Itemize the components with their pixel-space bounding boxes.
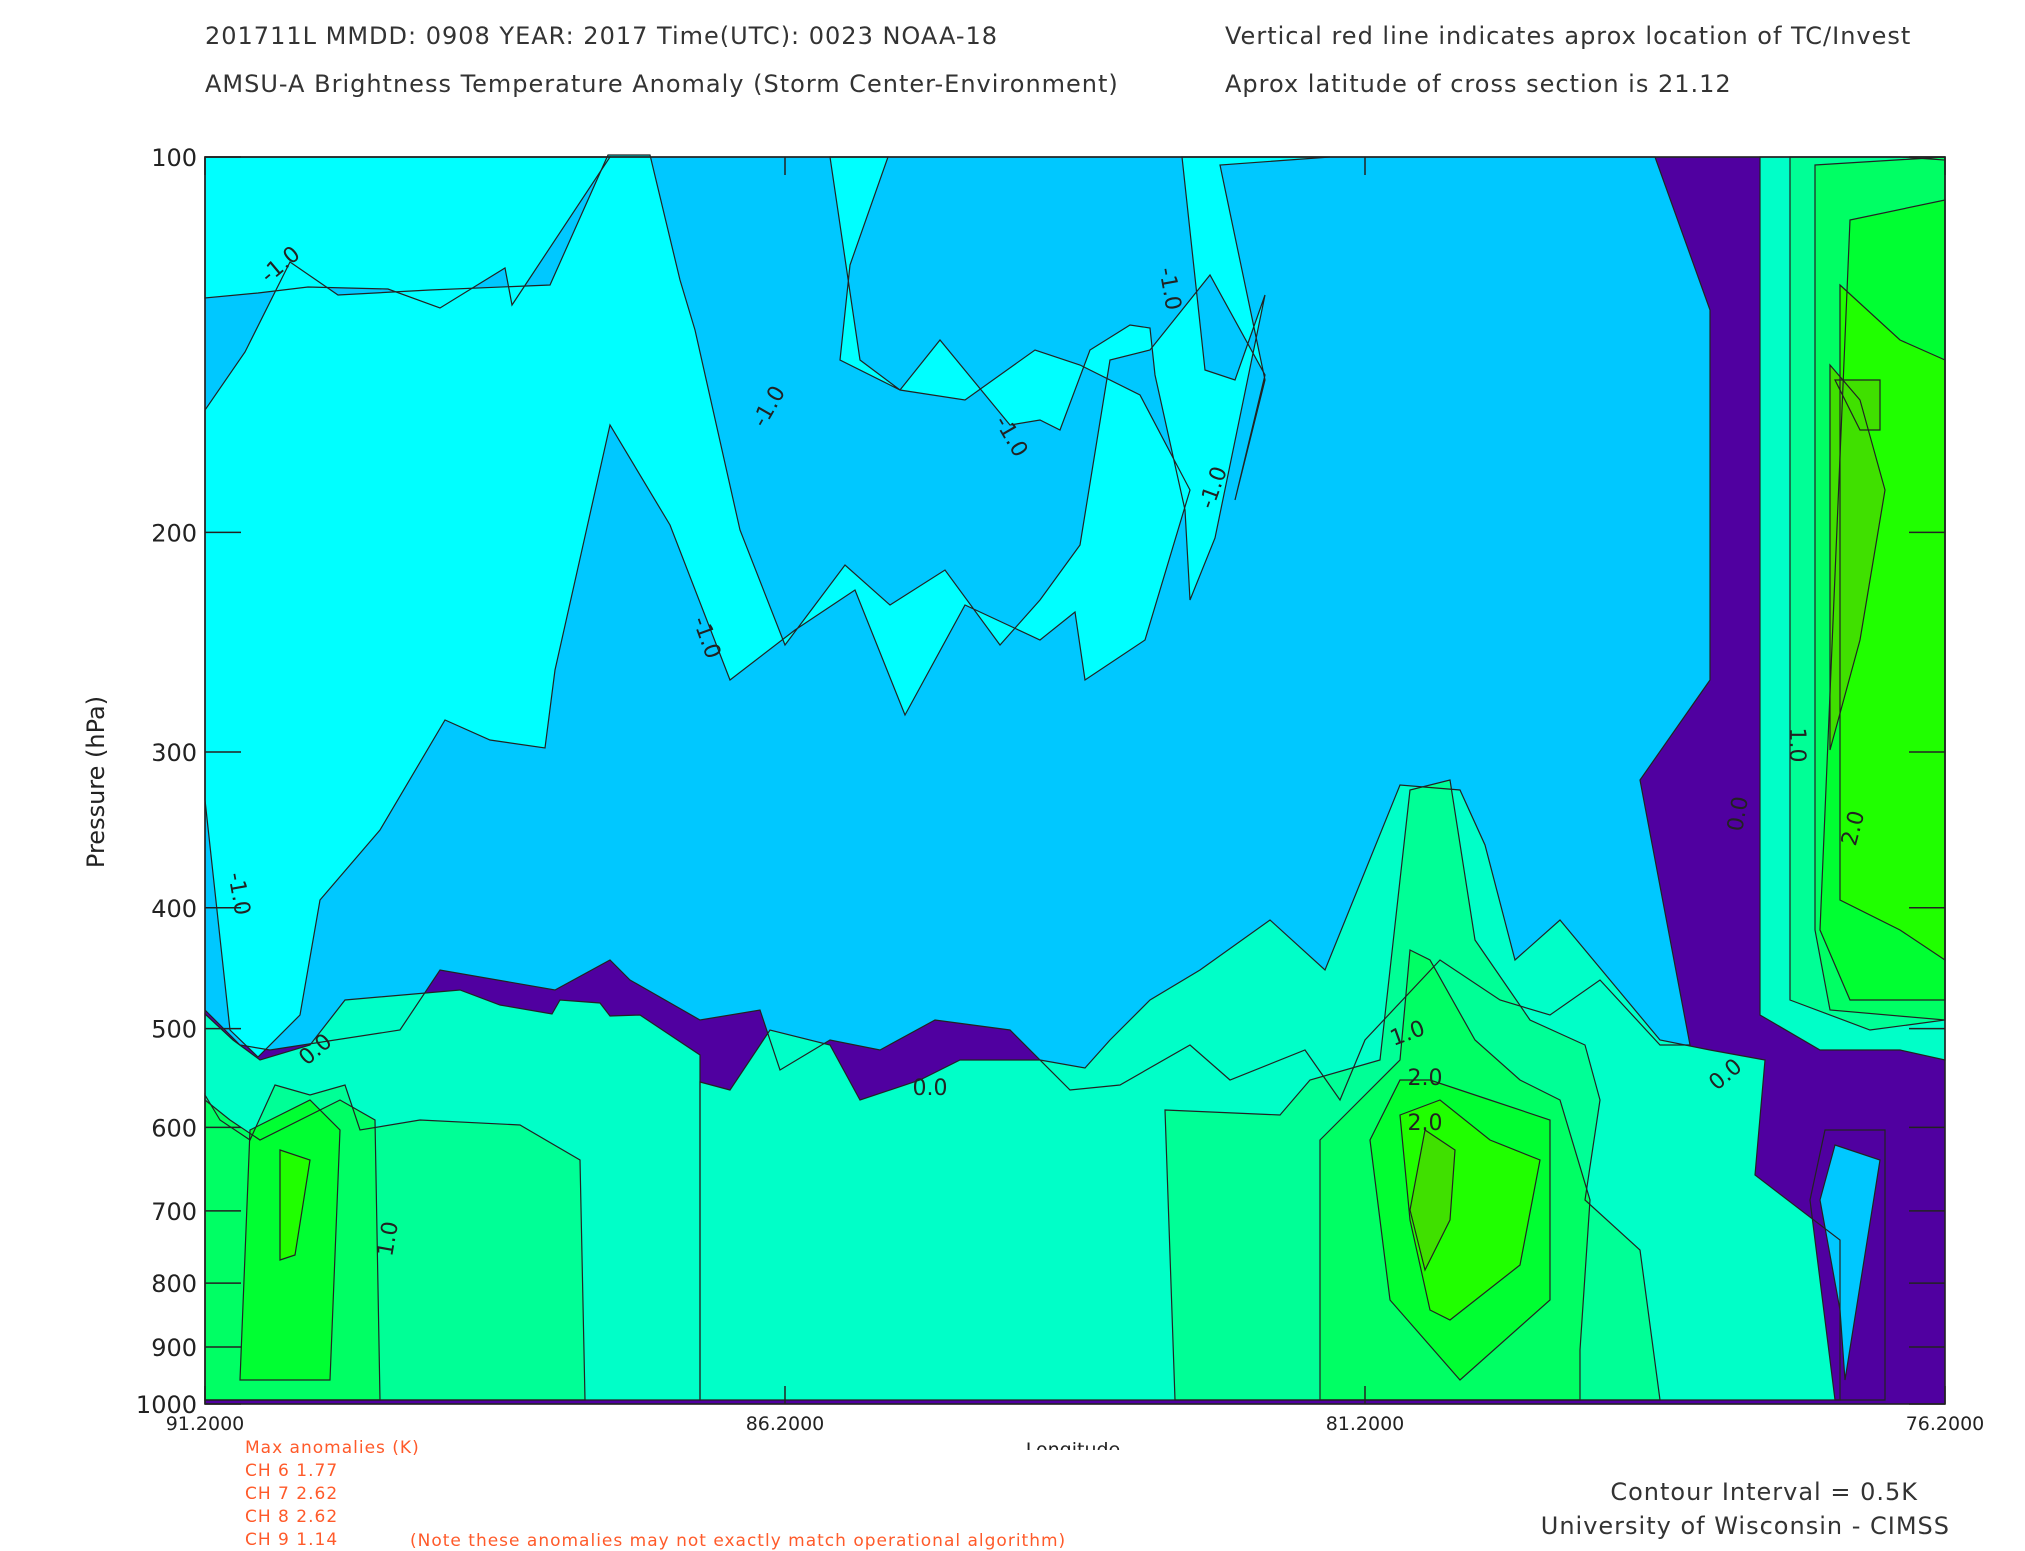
contour-line (1164, 779, 1661, 1401)
contour-region (205, 157, 610, 308)
y-tick-label: 1000 (136, 1391, 197, 1419)
y-tick-label: 400 (151, 895, 197, 923)
y-tick-label: 700 (151, 1198, 197, 1226)
y-tick-label: 500 (151, 1016, 197, 1044)
contour-fills (205, 155, 1945, 1404)
x-axis: 91.2000 86.2000 81.2000 76.2000 (166, 157, 1985, 1435)
contour-line (204, 1098, 381, 1401)
y-tick-label: 900 (151, 1334, 197, 1362)
contour-line (699, 784, 1841, 1401)
contour-line (1819, 1144, 1881, 1381)
contour-line (279, 1149, 311, 1261)
plot-frame (204, 156, 1946, 1405)
contour-line (1819, 199, 1946, 1001)
contour-region (1835, 380, 1880, 430)
contour-line (204, 156, 612, 309)
contour-interval-text: Contour Interval = 0.5K (1610, 1478, 1918, 1506)
x-tick-label: 81.2000 (1326, 1413, 1405, 1435)
contour-line (204, 156, 1711, 1102)
contour-label: 0.0 (1723, 794, 1754, 833)
contour-label: 2.0 (1408, 1066, 1443, 1091)
contour-label: 1.0 (1784, 728, 1809, 763)
anomaly-row: CH 8 2.62 (245, 1507, 339, 1527)
contour-label: 2.0 (1408, 1111, 1443, 1136)
contour-line (1409, 1128, 1456, 1272)
contour-region (280, 1150, 310, 1260)
contour-line (1319, 949, 1591, 1401)
contour-label: 0.0 (913, 1076, 948, 1101)
anomaly-row: CH 6 1.77 (245, 1461, 339, 1481)
contour-line (1809, 1129, 1886, 1401)
y-axis: 100 200 300 400 500 600 700 800 900 1000 (136, 144, 1945, 1419)
header-line2-right: Aprox latitude of cross section is 21.12 (1225, 70, 1732, 98)
contour-line (239, 1099, 341, 1381)
x-tick-label: 91.2000 (166, 1413, 245, 1435)
contour-line (1399, 1099, 1541, 1321)
anomaly-row: CH 7 2.62 (245, 1484, 339, 1504)
contour-plot: -1.0-1.0-1.0-1.0-1.0-1.0-1.00.00.0 0.00.0… (82, 144, 1985, 1450)
header-line2-left: AMSU-A Brightness Temperature Anomaly (S… (205, 70, 1119, 98)
y-tick-label: 100 (151, 144, 197, 172)
contour-line (1369, 1079, 1551, 1381)
anomaly-row: CH 9 1.14 (245, 1530, 339, 1550)
contour-region (205, 155, 1330, 1057)
contour-region (1410, 1130, 1455, 1270)
contour-region (1830, 365, 1885, 750)
contour-label: 1.0 (373, 1219, 404, 1258)
contour-line (204, 154, 1331, 1058)
y-tick-label: 800 (151, 1270, 197, 1298)
anomaly-note: (Note these anomalies may not exactly ma… (410, 1531, 1067, 1551)
x-tick-label: 86.2000 (746, 1413, 825, 1435)
x-axis-label: Longitude (1026, 1439, 1121, 1450)
credit-text: University of Wisconsin - CIMSS (1540, 1512, 1950, 1540)
anomaly-title: Max anomalies (K) (245, 1438, 420, 1458)
contour-line (1814, 156, 1946, 1021)
contour-line (1829, 363, 1886, 751)
y-axis-label: Pressure (hPa) (82, 696, 110, 868)
x-tick-label: 76.2000 (1906, 1413, 1985, 1435)
contour-region (1820, 1145, 1880, 1380)
y-tick-label: 200 (151, 519, 197, 547)
y-tick-label: 300 (151, 739, 197, 767)
y-tick-label: 600 (151, 1114, 197, 1142)
header-line1-right: Vertical red line indicates aprox locati… (1225, 22, 1912, 50)
contour-line (1834, 379, 1881, 431)
header-line1-left: 201711L MMDD: 0908 YEAR: 2017 Time(UTC):… (205, 22, 999, 50)
